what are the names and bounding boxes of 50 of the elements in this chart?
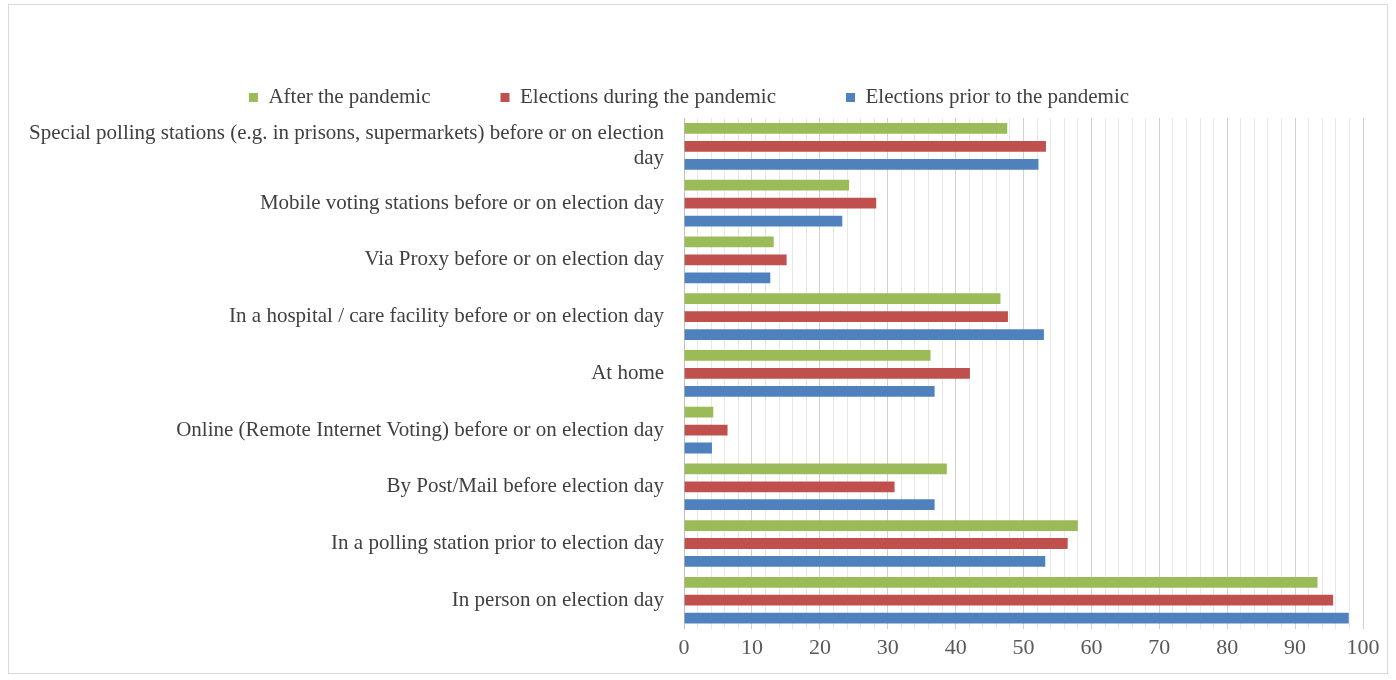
bar (684, 442, 712, 454)
bar (684, 556, 1046, 567)
bar (684, 140, 1046, 152)
bar (684, 520, 1078, 531)
y-tick-label: Mobile voting stations before or on election day (259, 189, 665, 214)
bar (684, 349, 931, 361)
x-tick-label: 10 (740, 633, 763, 659)
legend-label: Elections during the pandemic (520, 84, 777, 109)
bar (684, 179, 850, 191)
x-tick-label: 50 (1012, 633, 1035, 659)
bar (684, 197, 877, 209)
x-tick-label: 20 (808, 633, 831, 659)
bar (684, 123, 1008, 134)
x-tick-label: 40 (944, 633, 967, 659)
x-tick-label: 100 (1346, 633, 1380, 659)
y-tick-label: In a polling station prior to election day (331, 530, 665, 555)
y-tick-label: By Post/Mail before election day (386, 473, 665, 498)
bar (684, 254, 787, 266)
y-tick-label: Online (Remote Internet Voting) before or on election day (176, 416, 665, 441)
x-tick-label: 90 (1284, 633, 1307, 659)
legend-label: Elections prior to the pandemic (865, 84, 1130, 109)
bar (684, 329, 1044, 340)
bar (684, 612, 1349, 624)
x-tick-label: 30 (876, 633, 899, 659)
bar (684, 463, 947, 475)
bar (684, 481, 895, 493)
x-tick-label: 60 (1080, 633, 1103, 659)
x-tick-label: 0 (678, 633, 690, 659)
bar (684, 406, 714, 418)
bar (684, 158, 1039, 170)
x-tick-label: 80 (1216, 633, 1239, 659)
bar (684, 236, 774, 248)
bar (684, 576, 1318, 588)
bar (684, 293, 1001, 304)
bar (684, 538, 1068, 549)
bar (684, 272, 771, 284)
bar (684, 367, 970, 379)
y-tick-label: In a hospital / care facility before or on election day (229, 303, 665, 328)
y-tick-label: Via Proxy before or on election day (364, 246, 665, 271)
bar (684, 499, 935, 511)
bar (684, 311, 1008, 322)
bar (684, 594, 1334, 606)
legend-label: After the pandemic (268, 84, 431, 109)
bar (684, 215, 843, 227)
x-tick-label: 70 (1148, 633, 1171, 659)
y-tick-label: Special polling stations (e.g. in prisons, supermarkets) before or on election day (28, 120, 665, 170)
bar (684, 424, 728, 436)
bar (684, 385, 935, 397)
y-tick-label: At home (591, 359, 665, 384)
y-tick-label: In person on election day (451, 586, 665, 611)
